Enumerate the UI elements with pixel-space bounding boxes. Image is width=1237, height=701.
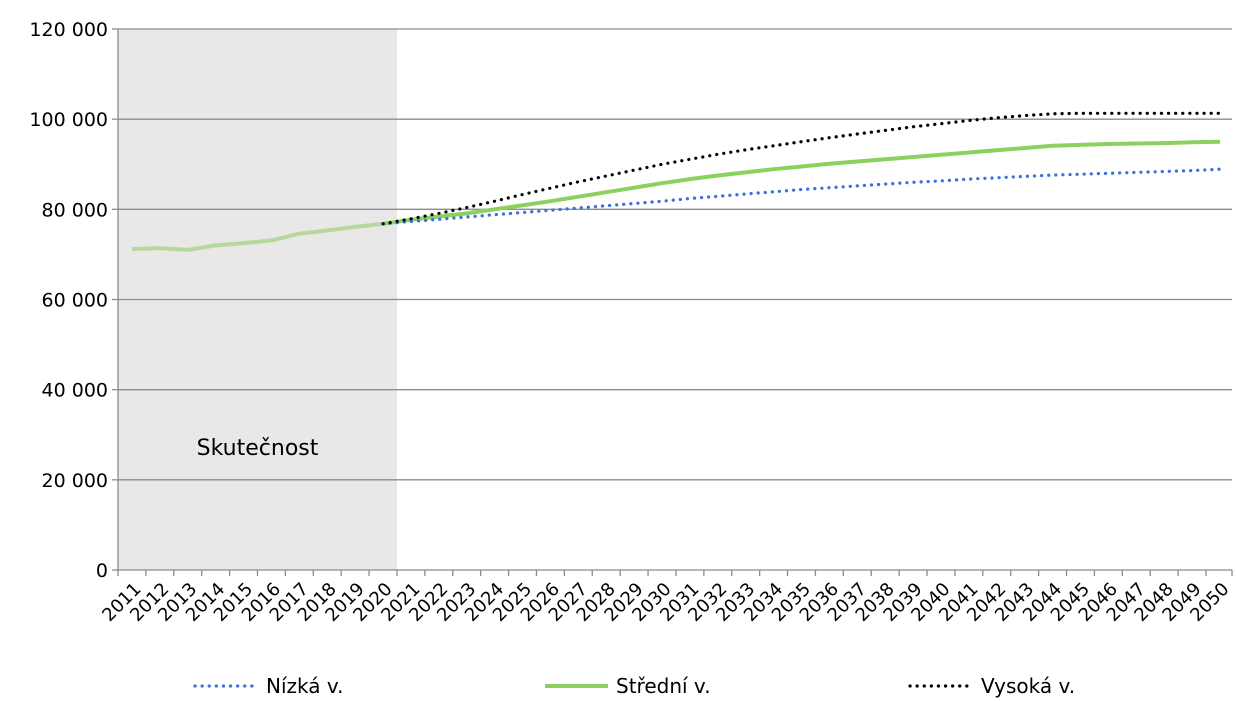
legend: Nízká v. Střední v. Vysoká v. [193, 674, 1075, 698]
y-tick-label: 20 000 [42, 470, 108, 492]
gridlines [118, 28, 1232, 481]
series-line-2 [382, 139, 1221, 226]
y-tick-label: 100 000 [29, 109, 108, 131]
series-lines [131, 111, 1222, 252]
history-line [131, 221, 384, 252]
y-tick-label: 120 000 [29, 19, 108, 41]
series-line-3 [381, 111, 1222, 226]
x-axis: 2011201220132014201520162017201820192020… [98, 569, 1234, 626]
y-tick-label: 0 [96, 560, 108, 582]
legend-label: Vysoká v. [981, 674, 1075, 698]
legend-label: Nízká v. [266, 674, 344, 698]
y-tick-label: 60 000 [42, 290, 108, 312]
shaded-region-label: Skutečnost [197, 436, 319, 461]
legend-label: Střední v. [616, 674, 711, 698]
y-tick-label: 40 000 [42, 380, 108, 402]
series-line-1 [381, 167, 1222, 226]
y-axis: 0 20 000 40 000 60 000 80 000 100 000 120 000 [29, 19, 119, 582]
y-tick-label: 80 000 [42, 199, 108, 221]
